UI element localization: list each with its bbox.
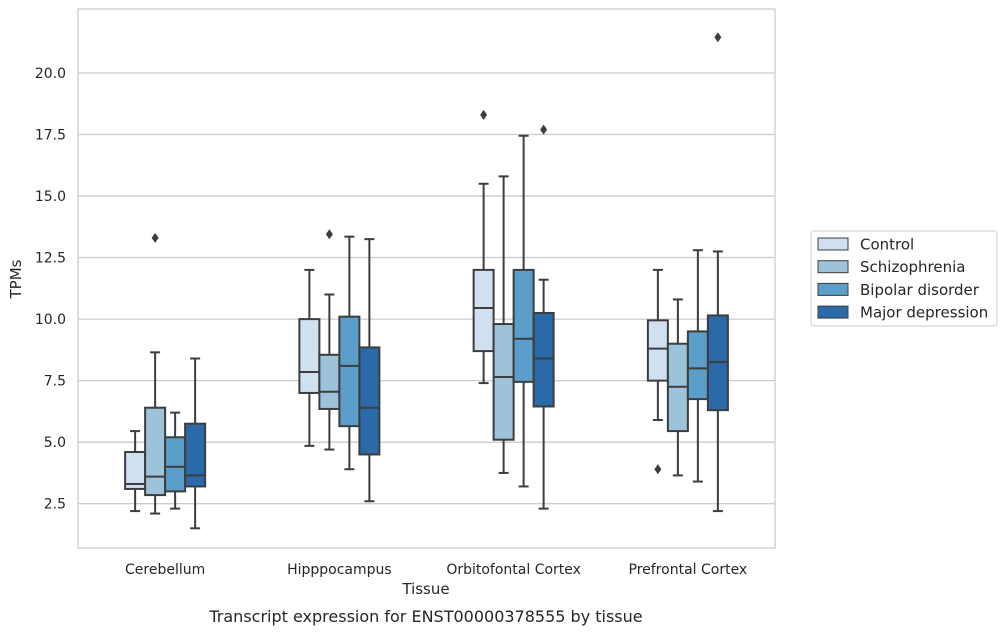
legend-swatch (817, 260, 849, 274)
iqr-box (358, 346, 381, 456)
outlier-point (480, 109, 488, 120)
iqr-box (686, 330, 709, 401)
outlier-point (540, 124, 548, 135)
iqr-box (318, 353, 341, 410)
box-schizophrenia (492, 175, 515, 474)
legend-label: Major depression (860, 304, 988, 322)
y-tick-label: 17.5 (35, 128, 66, 144)
box-major-depression (532, 124, 555, 510)
outlier-point (151, 232, 159, 243)
y-tick-label: 5.0 (44, 435, 66, 451)
box-bipolar-disorder (164, 411, 187, 510)
box-bipolar-disorder (338, 235, 361, 471)
iqr-box (472, 268, 495, 353)
x-axis-ticks: Cerebellum Hipppocampus Orbitofontal Corte… (125, 562, 747, 578)
plot-area-frame (77, 8, 776, 549)
legend-swatch (817, 282, 849, 296)
x-tick-label: Orbitofontal Cortex (446, 562, 581, 578)
x-axis-title: Tissue (401, 580, 449, 598)
box-major-depression (706, 32, 729, 513)
iqr-box (338, 315, 361, 428)
y-tick-label: 15.0 (35, 189, 66, 205)
y-tick-label: 10.0 (35, 312, 66, 328)
iqr-box (646, 319, 669, 382)
y-tick-label: 12.5 (35, 251, 66, 267)
box-control (124, 430, 147, 513)
outlier-point (654, 464, 662, 475)
legend-label: Control (860, 236, 914, 254)
iqr-box (184, 422, 207, 488)
legend-frame (810, 230, 998, 327)
box-schizophrenia (318, 229, 341, 451)
outlier-point (714, 32, 722, 43)
iqr-box (144, 406, 167, 497)
box-control (298, 268, 321, 447)
box-bipolar-disorder (512, 134, 535, 488)
outlier-point (325, 229, 333, 240)
x-tick-label: Cerebellum (125, 562, 205, 578)
legend-swatch (817, 305, 849, 319)
iqr-box (298, 318, 321, 394)
legend-label: Bipolar disorder (860, 281, 980, 299)
y-tick-label: 7.5 (44, 374, 66, 390)
legend-swatch (817, 237, 849, 251)
legend: Control Schizophrenia Bipolar disorder Majo… (810, 230, 998, 327)
iqr-box (492, 323, 515, 441)
iqr-box (512, 268, 535, 383)
box-control (472, 109, 495, 385)
y-axis-ticks: 2.5 5.0 7.5 10.0 12.5 15.0 17.5 20.0 (35, 66, 66, 513)
legend-label: Schizophrenia (860, 258, 965, 276)
y-tick-label: 20.0 (35, 66, 66, 82)
iqr-box (164, 436, 187, 493)
iqr-box (532, 311, 555, 408)
x-tick-label: Hipppocampus (287, 562, 392, 578)
box-control (646, 268, 669, 475)
boxes (124, 32, 729, 530)
box-schizophrenia (144, 232, 167, 515)
x-tick-label: Prefrontal Cortex (629, 562, 748, 578)
y-axis-title: TPMs (7, 259, 25, 299)
box-bipolar-disorder (686, 249, 709, 483)
y-tick-label: 2.5 (44, 497, 66, 513)
box-major-depression (184, 357, 207, 530)
box-schizophrenia (666, 298, 689, 477)
box-major-depression (358, 238, 381, 503)
chart-caption: Transcript expression for ENST0000037855… (208, 607, 642, 626)
